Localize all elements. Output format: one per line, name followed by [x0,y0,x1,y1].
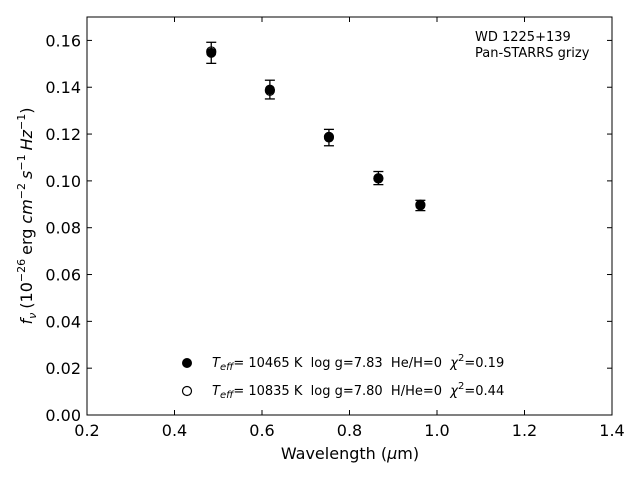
y-axis-label: fν(10−26ergcm−2s−1Hz−1) [15,108,39,325]
y-tick-label: 0.04 [45,312,81,331]
y-tick-label: 0.14 [45,78,81,97]
legend-marker-open [181,385,193,397]
x-tick-label: 1.0 [424,421,449,440]
annotation-survey: Pan-STARRS grizy [475,46,590,61]
x-tick-label: 0.6 [249,421,274,440]
data-markers [206,41,426,212]
legend-marker-filled [182,358,192,368]
y-tick-label: 0.10 [45,172,81,191]
x-tick-label: 1.2 [512,421,537,440]
y-tick-label: 0.02 [45,359,81,378]
x-tick-label: 0.4 [162,421,187,440]
data-point-filled [323,132,334,143]
y-tick-label: 0.08 [45,219,81,238]
x-tick-label: 0.8 [337,421,362,440]
data-point-filled [373,173,384,184]
x-tick-label: 1.4 [599,421,624,440]
y-tick-label: 0.12 [45,125,81,144]
annotation-object: WD 1225+139 [475,30,571,45]
data-point-filled [206,47,217,58]
y-tick-label: 0.00 [45,406,81,425]
legend: Teff= 10465 K log g=7.83 He/H=0 χ2=0.19 … [181,353,504,401]
legend-entry-1: Teff= 10465 K log g=7.83 He/H=0 χ2=0.19 [212,353,504,373]
axis-ticks: 0.2 0.4 0.6 0.8 1.0 1.2 1.4 0.00 0.02 0.04 0.06 0.0… [45,17,625,440]
data-point-filled [415,200,426,211]
y-tick-label: 0.06 [45,266,81,285]
x-tick-label: 0.2 [74,421,99,440]
legend-entry-2: Teff= 10835 K log g=7.80 H/He=0 χ2=0.44 [212,381,504,401]
x-axis-label: Wavelength (μm) [281,444,419,463]
data-point-filled [264,84,275,95]
y-tick-label: 0.16 [45,31,81,50]
